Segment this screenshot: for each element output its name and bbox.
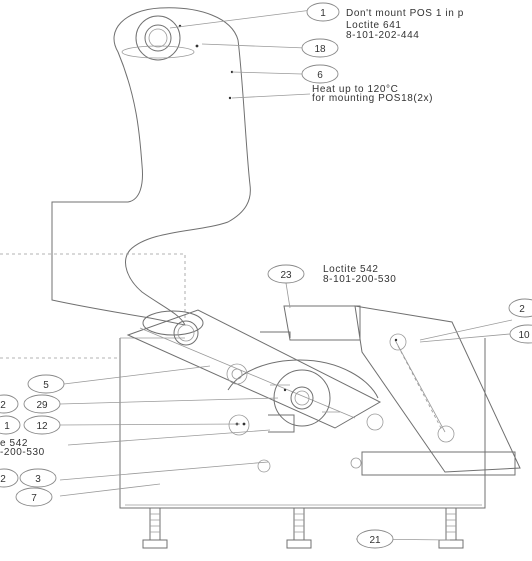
lever-hub-inner (144, 24, 172, 52)
svg-text:2: 2 (519, 304, 525, 315)
svg-text:3: 3 (35, 474, 41, 485)
balloon-5: 5 (27, 374, 65, 394)
balloon-1-left: 1 (0, 415, 21, 435)
note-loctite641-name: Loctite 641 (346, 20, 402, 31)
balloon-2-left-a: 2 (0, 394, 19, 414)
balloon-18: 18 (301, 38, 339, 58)
svg-text:21: 21 (369, 535, 381, 546)
bracket-top-plate (283, 305, 361, 341)
balloon-1: 1 (306, 2, 340, 22)
svg-text:5: 5 (43, 380, 49, 391)
balloon-21: 21 (356, 529, 394, 549)
svg-text:12: 12 (36, 421, 48, 432)
note-loctite542-left-name: e 542 (0, 438, 28, 449)
balloon-29: 29 (23, 394, 61, 414)
svg-text:1: 1 (4, 421, 10, 432)
lever-arm-outline (51, 7, 251, 326)
pivot-outer (273, 369, 331, 427)
balloon-2-left-b: 2 (0, 468, 19, 488)
leader-lines (59, 9, 513, 541)
bolt-left (142, 507, 168, 549)
balloon-7: 7 (15, 487, 53, 507)
balloon-3: 3 (19, 468, 57, 488)
link-plate (126, 309, 382, 429)
note-heat-line2: for mounting POS18(2x) (312, 93, 433, 104)
svg-text:23: 23 (280, 270, 292, 281)
balloon-12: 12 (23, 415, 61, 435)
bolt-middle (286, 507, 312, 549)
note-loctite542-top-code: 8-101-200-530 (323, 274, 396, 285)
note-loctite542-top-name: Loctite 542 (323, 264, 379, 275)
svg-text:10: 10 (518, 330, 530, 341)
balloon-6: 6 (301, 64, 339, 84)
svg-text:18: 18 (314, 44, 326, 55)
lever-hub-outer (135, 15, 181, 61)
reference-outline (0, 253, 186, 318)
bolt-right (438, 507, 464, 549)
svg-text:2: 2 (0, 400, 6, 411)
housing-block (119, 338, 486, 509)
svg-text:6: 6 (317, 70, 323, 81)
note-pos1: Don't mount POS 1 in p (346, 8, 464, 19)
note-loctite542-left-code: -200-530 (0, 447, 45, 458)
note-loctite641-code: 8-101-202-444 (346, 30, 419, 41)
svg-text:1: 1 (320, 8, 326, 19)
balloon-2-right: 2 (508, 298, 532, 318)
balloon-23: 23 (267, 264, 305, 284)
balloon-10: 10 (509, 324, 532, 344)
svg-text:7: 7 (31, 493, 37, 504)
svg-text:29: 29 (36, 400, 48, 411)
bracket-right-plate (354, 305, 521, 473)
note-heat-line1: Heat up to 120°C (312, 84, 398, 95)
svg-text:2: 2 (0, 474, 6, 485)
